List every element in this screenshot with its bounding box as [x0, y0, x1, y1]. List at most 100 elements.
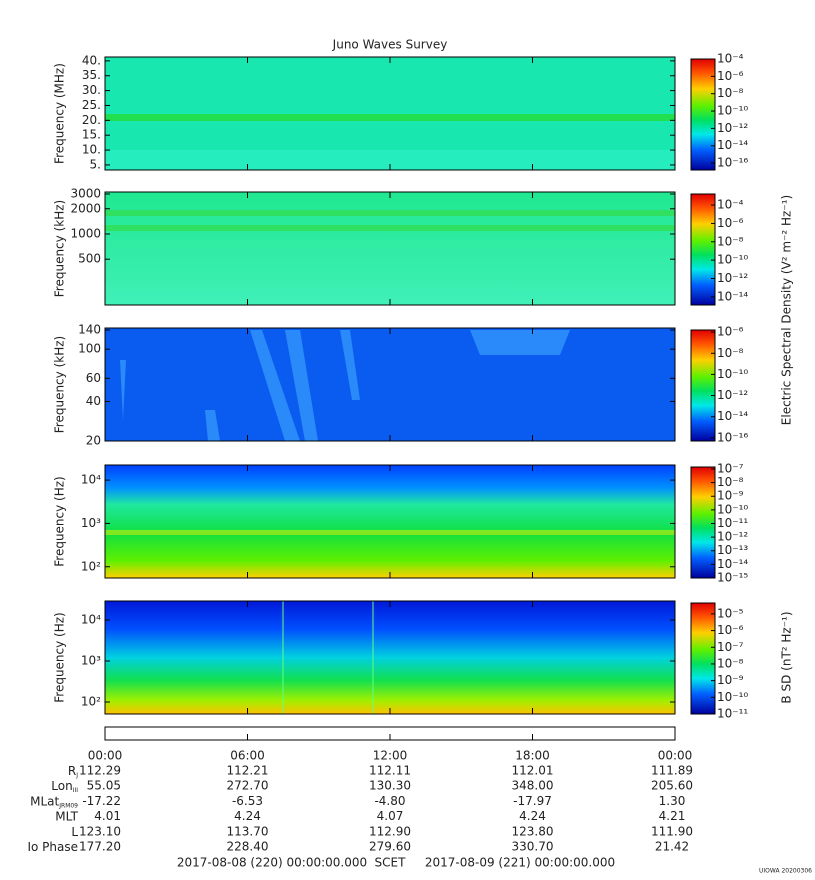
colorbar-tick-label: 10⁻⁴ [717, 198, 744, 212]
ephemeris-label-text: MLT [55, 809, 78, 823]
ephemeris-value: 279.60 [369, 840, 411, 854]
y-tick-label: 25. [82, 98, 101, 112]
ephemeris-value: 228.40 [227, 840, 269, 854]
ephemeris-value: -17.22 [82, 794, 121, 808]
colorbar [690, 193, 716, 306]
y-tick-label: 10² [81, 695, 101, 709]
ephemeris-value: 112.90 [369, 824, 411, 838]
y-tick-label: 30. [82, 83, 101, 97]
ephemeris-label: RJ [68, 764, 78, 779]
colorbar-tick-label: 10⁻⁷ [717, 640, 744, 654]
colorbar-tick-label: 10⁻¹⁴ [717, 289, 748, 303]
y-tick-label: 10² [81, 559, 101, 573]
colorbar-tick-label: 10⁻¹⁴ [717, 557, 748, 571]
colorbar-tick-label: 10⁻¹¹ [717, 516, 748, 530]
footer-start: 2017-08-08 (220) 00:00:00.000 [177, 856, 367, 870]
y-tick-label: 15. [82, 128, 101, 142]
y-axis-label: Frequency (kHz) [53, 336, 67, 433]
ephemeris-value: -4.80 [374, 794, 405, 808]
y-axis-label: Frequency (MHz) [53, 63, 67, 164]
y-tick-label: 40. [82, 53, 101, 67]
y-tick-label: 10⁴ [81, 612, 101, 626]
ephemeris-label: LonIII [51, 779, 78, 794]
x-tick-label: 06:00 [230, 749, 265, 763]
y-tick-label: 20. [82, 113, 101, 127]
y-tick-label: 10. [82, 143, 101, 157]
x-tick-label: 12:00 [373, 749, 408, 763]
ephemeris-label-sub: JRM09 [58, 802, 78, 809]
colorbar-tick-label: 10⁻¹² [717, 530, 748, 544]
x-tick-label: 00:00 [88, 749, 123, 763]
colorbar-tick-label: 10⁻¹² [717, 121, 748, 135]
colorbar [690, 602, 716, 715]
y-tick-label: 20 [86, 434, 101, 448]
ephemeris-label: L [71, 824, 78, 838]
ephemeris-value: 272.70 [227, 779, 269, 793]
colorbar-tick-label: 10⁻⁷ [717, 461, 744, 475]
y-tick-label: 60 [86, 371, 101, 385]
y-axis-label: Frequency (Hz) [53, 612, 67, 703]
y-tick-label: 140 [78, 323, 101, 337]
x-tick-label: 00:00 [658, 749, 693, 763]
x-tick-label: 18:00 [515, 749, 550, 763]
colorbar [690, 466, 716, 579]
colorbar-tick-label: 10⁻¹⁰ [717, 367, 748, 381]
y-tick-label: 5. [90, 157, 101, 171]
y-tick-label: 2000 [70, 201, 101, 215]
ephemeris-label-sub: III [73, 787, 79, 794]
colorbar-label: Electric Spectral Density (V² m⁻² Hz⁻¹) [780, 195, 794, 425]
ephemeris-label-text: Io Phase [27, 840, 78, 854]
ephemeris-value: 1.30 [659, 794, 686, 808]
colorbar-tick-label: 10⁻⁸ [717, 656, 744, 670]
ephemeris-label-text: L [71, 824, 78, 838]
colorbar-tick-label: 10⁻⁹ [717, 489, 744, 503]
colorbar-tick-label: 10⁻⁸ [717, 346, 744, 360]
colorbar-tick-label: 10⁻¹¹ [717, 707, 748, 721]
colorbar-tick-label: 10⁻¹⁰ [717, 502, 748, 516]
y-tick-label: 10⁴ [81, 473, 101, 487]
y-tick-label: 500 [78, 252, 101, 266]
colorbar-tick-label: 10⁻⁶ [717, 216, 744, 230]
colorbar-tick-label: 10⁻¹³ [717, 543, 748, 557]
ephemeris-value: 113.70 [227, 824, 269, 838]
ephemeris-value: 112.11 [369, 764, 411, 778]
colorbar-tick-label: 10⁻⁸ [717, 86, 744, 100]
ephemeris-label-text: MLat [30, 794, 59, 808]
ephemeris-value: 111.90 [651, 824, 693, 838]
ephemeris-value: 112.21 [227, 764, 269, 778]
ephemeris-label-text: Lon [51, 779, 72, 793]
ephemeris-value: 177.20 [79, 840, 121, 854]
ephemeris-value: 130.30 [369, 779, 411, 793]
ephemeris-value: 4.24 [519, 809, 546, 823]
ephemeris-value: 123.10 [79, 824, 121, 838]
footer-end: 2017-08-09 (221) 00:00:00.000 [425, 856, 615, 870]
ephemeris-value: 4.07 [377, 809, 404, 823]
footer-stamp: UIOWA 20200306 [759, 868, 812, 875]
y-tick-label: 10³ [81, 653, 101, 667]
y-tick-label: 100 [78, 342, 101, 356]
ephemeris-value: -6.53 [232, 794, 263, 808]
colorbar-label: B SD (nT² Hz⁻¹) [780, 611, 794, 703]
ephemeris-value: -17.97 [513, 794, 552, 808]
ephemeris-value: 111.89 [651, 764, 693, 778]
colorbar-tick-label: 10⁻¹⁰ [717, 690, 748, 704]
ephemeris-value: 21.42 [655, 840, 689, 854]
spectrogram-images [105, 57, 675, 714]
ephemeris-label: MLT [55, 809, 78, 823]
ephemeris-label-text: R [68, 764, 76, 778]
footer-center: SCET [375, 856, 407, 870]
colorbar-tick-label: 10⁻¹⁰ [717, 104, 748, 118]
y-tick-label: 35. [82, 68, 101, 82]
ephemeris-value: 123.80 [512, 824, 554, 838]
ephemeris-label-sub: J [75, 772, 78, 779]
colorbar-tick-label: 10⁻⁶ [717, 69, 744, 83]
colorbar-tick-label: 10⁻⁸ [717, 475, 744, 489]
y-axis-label: Frequency (Hz) [53, 476, 67, 567]
ephemeris-label: Io Phase [27, 840, 78, 854]
y-tick-label: 1000 [70, 226, 101, 240]
ephemeris-value: 112.01 [512, 764, 554, 778]
colorbar-tick-label: 10⁻⁵ [717, 606, 744, 620]
chart-title: Juno Waves Survey [332, 38, 448, 52]
colorbar-tick-label: 10⁻¹² [717, 388, 748, 402]
